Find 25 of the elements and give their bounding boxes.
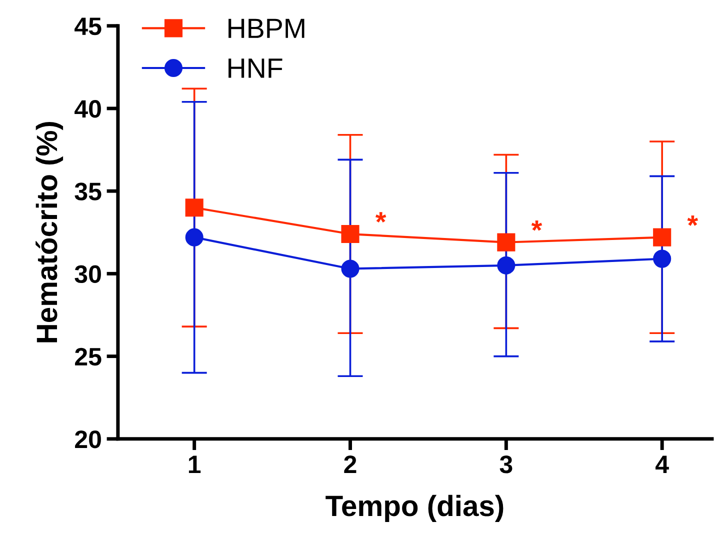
point — [653, 250, 672, 268]
y-tick-label: 25 — [75, 348, 102, 366]
y-tick-label: 35 — [74, 182, 102, 200]
point — [185, 228, 204, 246]
y-tick-label: 20 — [75, 430, 101, 448]
point — [341, 225, 360, 244]
annotation: * — [375, 212, 386, 223]
x-tick-label: 3 — [500, 456, 512, 474]
x-tick-label: 2 — [344, 456, 356, 473]
x-tick-label: 4 — [656, 456, 669, 473]
x-tick-label: 1 — [188, 456, 201, 473]
y-tick-label: 30 — [74, 265, 101, 284]
point — [341, 260, 360, 278]
y-tick-label: 45 — [74, 18, 102, 36]
y-tick-label: 40 — [74, 100, 101, 118]
x-axis-title: Tempo (dias) — [326, 494, 504, 522]
annotation: * — [687, 215, 698, 226]
legend-label: HNF — [228, 58, 282, 78]
point — [497, 256, 516, 274]
legend-label: HBPM — [228, 18, 304, 38]
annotation: * — [531, 220, 542, 231]
y-axis-title: Hematócrito (%) — [36, 122, 64, 342]
point — [497, 233, 516, 252]
point — [185, 198, 204, 217]
point — [653, 228, 672, 246]
